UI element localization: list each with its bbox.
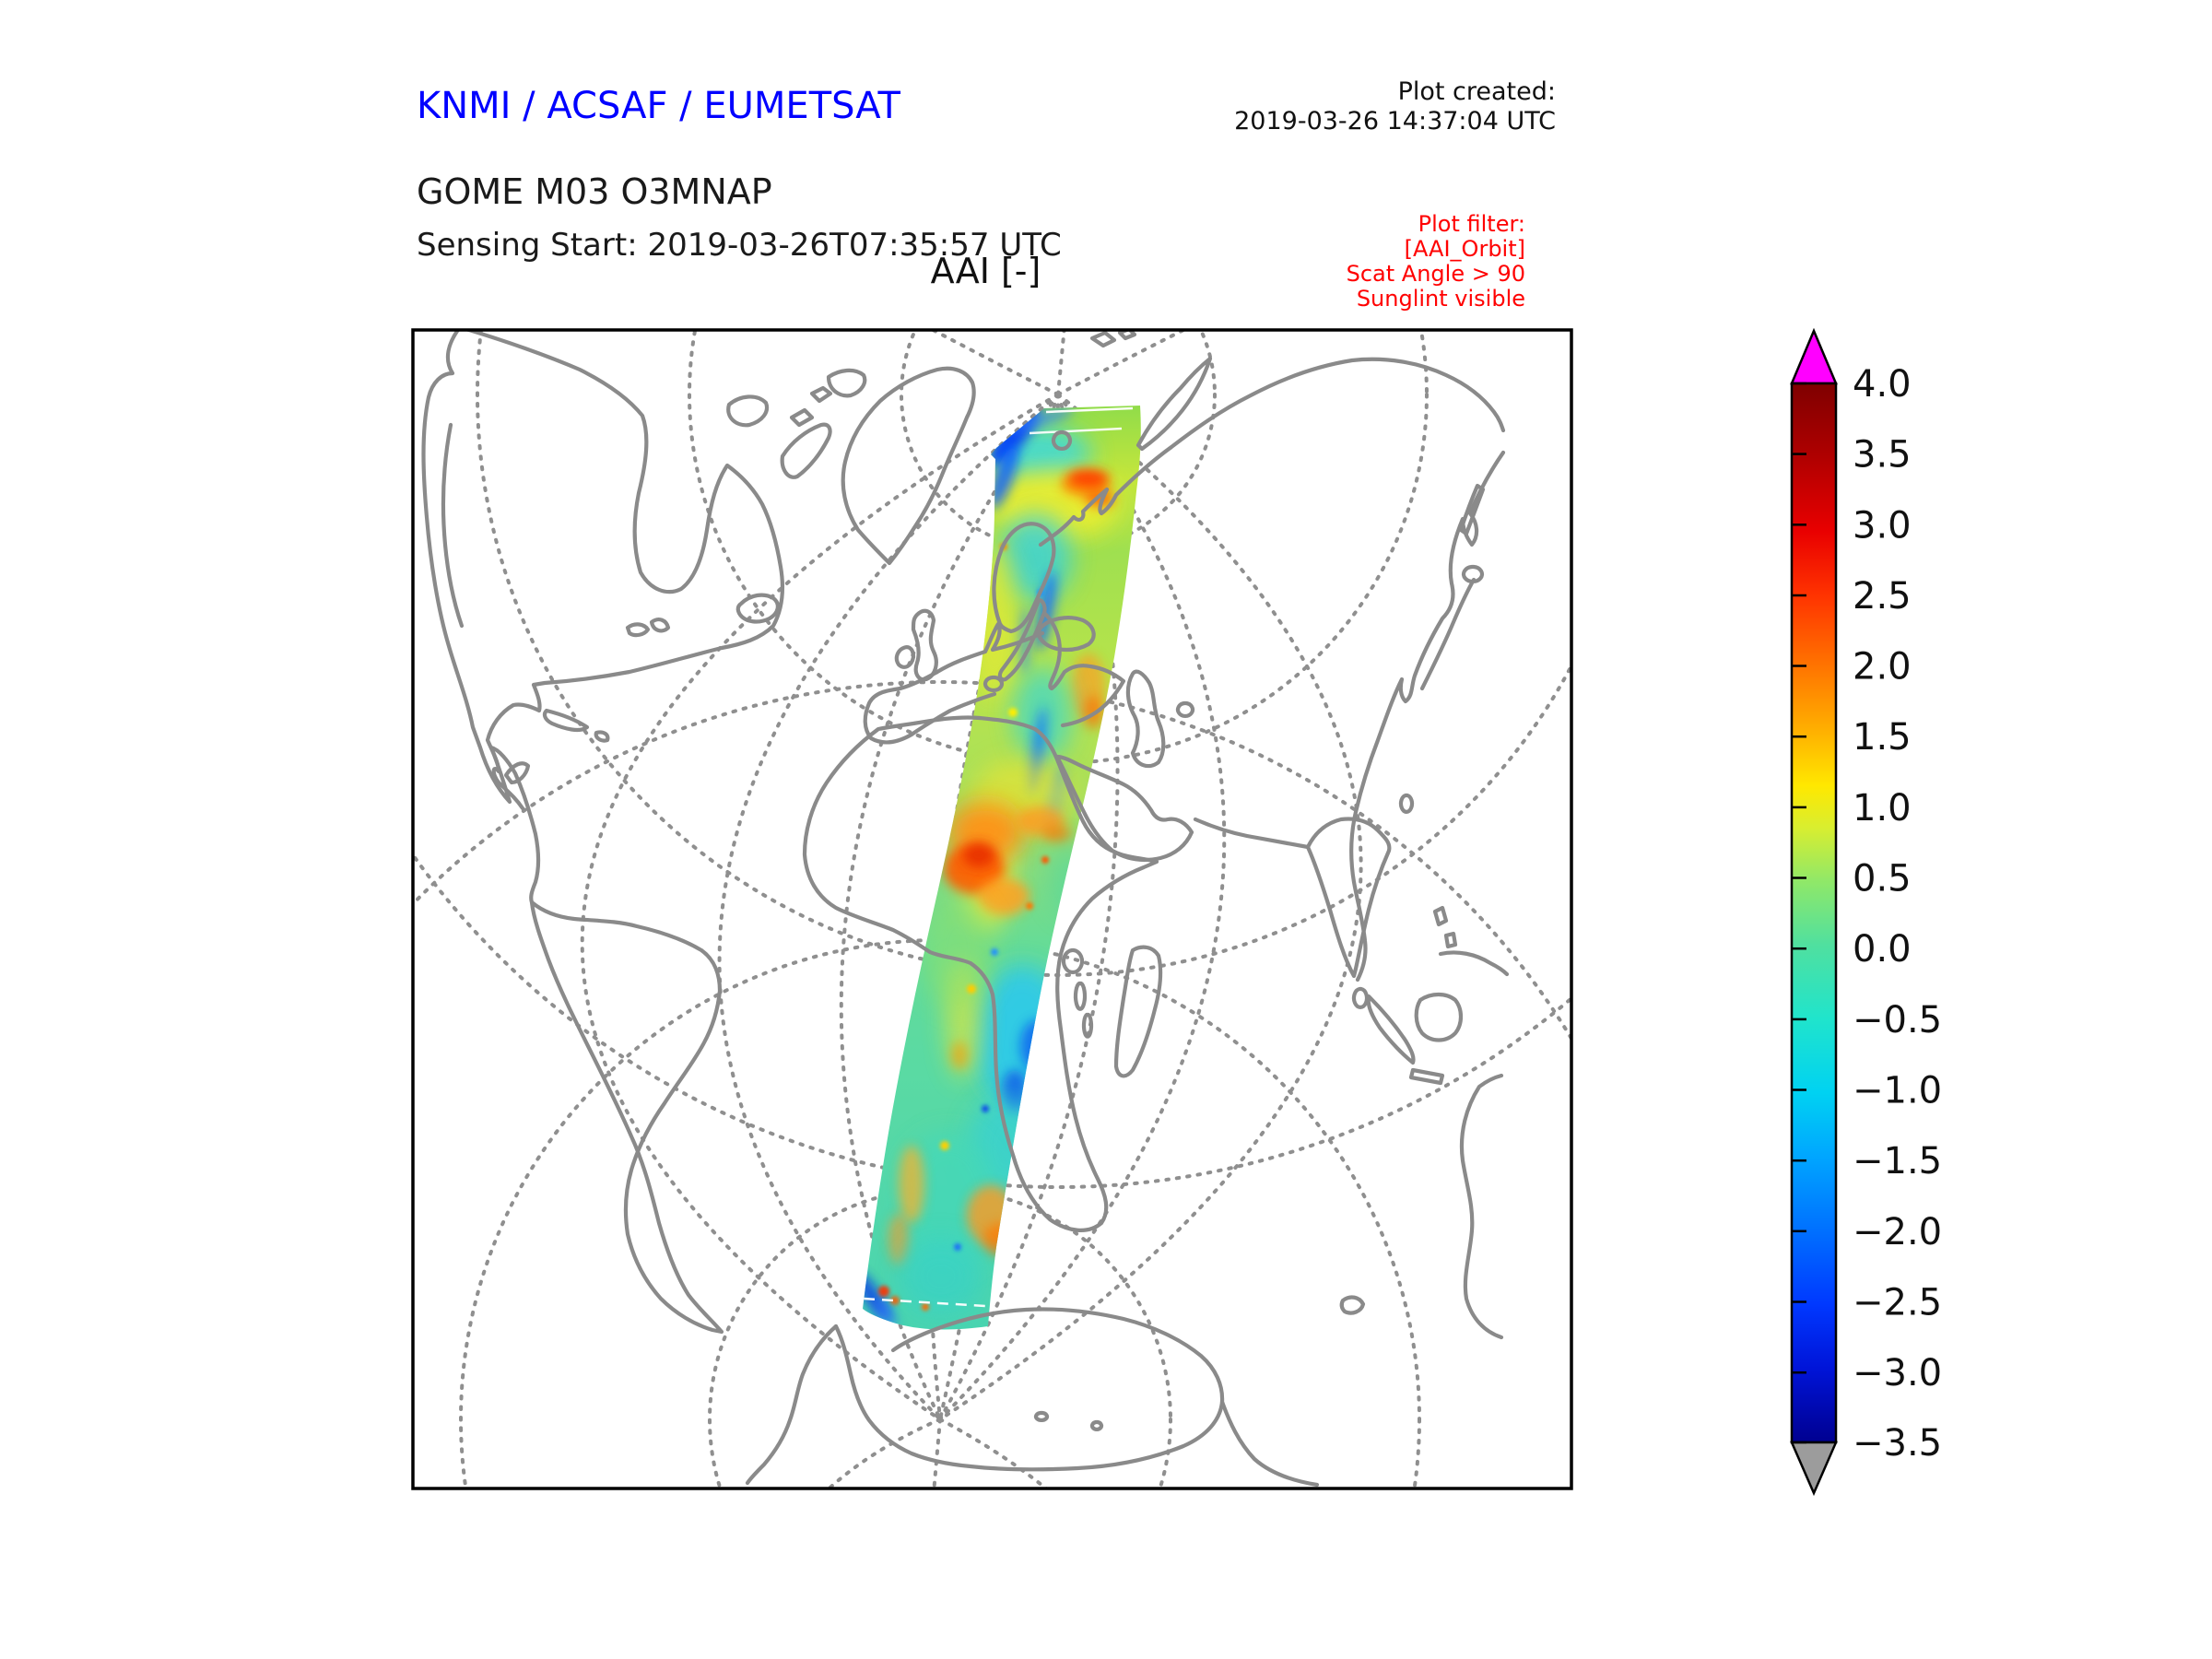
colorbar-ticklabels: 4.0 3.5 3.0 2.5 2.0 1.5 1.0 0.5 0.0 −0.5…: [1853, 363, 1942, 1465]
antarctic-islands: [1033, 1410, 1104, 1431]
aral-sea: [1175, 700, 1195, 718]
coast-north-america-east: [462, 330, 785, 811]
coast-uk-ireland: [894, 608, 938, 682]
colorbar-tick: −2.5: [1853, 1282, 1942, 1324]
plot-created-label: Plot created:: [1397, 77, 1556, 106]
colorbar-tick: 3.0: [1853, 504, 1912, 547]
coast-scandinavia: [992, 522, 1056, 634]
colorbar-tick: −0.5: [1853, 999, 1942, 1041]
coast-novaya-zemlya: [1135, 356, 1213, 452]
map-title: AAI [-]: [930, 251, 1041, 291]
product-title: GOME M03 O3MNAP: [417, 171, 772, 212]
plot-filter-line: Plot filter:: [1418, 211, 1525, 237]
plot-filter-line: [AAI_Orbit]: [1404, 236, 1525, 262]
coast-africa: [802, 715, 1159, 1232]
african-lakes: [1061, 947, 1094, 1039]
coast-antarctica-east: [1219, 1399, 1320, 1488]
coast-tasmania: [1339, 1295, 1366, 1315]
coast-alaska-islands: [441, 422, 465, 629]
colorbar-tick: 0.5: [1853, 858, 1912, 900]
colorbar-under-arrow: [1790, 1441, 1838, 1497]
coast-india: [1305, 817, 1392, 1009]
colorbar-tick: 0.0: [1853, 928, 1912, 971]
org-title: KNMI / ACSAF / EUMETSAT: [417, 85, 900, 127]
coast-iran-pakistan: [1193, 817, 1311, 850]
colorbar-tick: 3.5: [1853, 434, 1912, 477]
coast-europe: [863, 621, 1045, 745]
coastlines: [421, 330, 1510, 1488]
map-frame: [411, 328, 1573, 1490]
coast-siberia: [1038, 357, 1506, 547]
colorbar-gradient: [1790, 382, 1838, 1444]
coast-arctic-islands: [726, 368, 867, 479]
swath-scan-gaps: [863, 406, 1134, 1308]
colorbar-tick: −3.0: [1853, 1352, 1942, 1394]
plot-created-value: 2019-03-26 14:37:04 UTC: [1234, 107, 1556, 135]
plot-filter-line: Scat Angle > 90: [1346, 261, 1525, 287]
colorbar-tickmarks: [1792, 382, 1806, 1444]
coast-se-asia-islands: [1366, 793, 1464, 1086]
colorbar-tick: −3.5: [1853, 1422, 1942, 1465]
coast-yucatan: [503, 761, 531, 785]
colorbar-tick: −1.0: [1853, 1070, 1942, 1112]
colorbar: 4.0 3.5 3.0 2.5 2.0 1.5 1.0 0.5 0.0 −0.5…: [1790, 327, 1942, 1497]
coast-hispaniola: [594, 730, 610, 743]
plot-filter: Plot filter: [AAI_Orbit] Scat Angle > 90…: [1347, 212, 1525, 312]
great-lakes: [625, 618, 671, 638]
coast-australia: [1459, 1073, 1504, 1340]
colorbar-tick: −1.5: [1853, 1140, 1942, 1182]
colorbar-tick: 1.0: [1853, 787, 1912, 830]
colorbar-over-arrow: [1790, 327, 1838, 385]
caspian-sea: [1125, 669, 1166, 769]
coast-north-america-west: [421, 330, 541, 905]
coast-iceland: [735, 593, 780, 624]
coast-japan: [1419, 483, 1486, 691]
colorbar-tick: 2.5: [1853, 575, 1912, 618]
coast-greenland: [841, 366, 976, 566]
coast-antarctica: [833, 1307, 1225, 1472]
world-map: [411, 328, 1573, 1490]
coast-east-asia: [1349, 450, 1506, 982]
plot-created: Plot created: 2019-03-26 14:37:04 UTC: [1234, 77, 1556, 136]
coast-antarctica-peninsula: [745, 1324, 839, 1486]
coast-arabia: [1054, 754, 1194, 862]
black-sea: [1036, 616, 1096, 653]
colorbar-tick: 1.5: [1853, 716, 1912, 759]
coast-south-america: [529, 900, 724, 1335]
plot-filter-line: Sunglint visible: [1356, 286, 1525, 312]
coast-new-guinea: [1438, 950, 1510, 977]
sensing-start: Sensing Start: 2019-03-26T07:35:57 UTC: [417, 227, 1062, 264]
coast-madagascar: [1113, 945, 1163, 1078]
colorbar-tick: −2.0: [1853, 1211, 1942, 1253]
kolguyev-island: [1051, 429, 1073, 452]
colorbar-tick: 4.0: [1853, 363, 1912, 406]
colorbar-tick: 2.0: [1853, 646, 1912, 688]
coast-cuba: [542, 708, 590, 733]
